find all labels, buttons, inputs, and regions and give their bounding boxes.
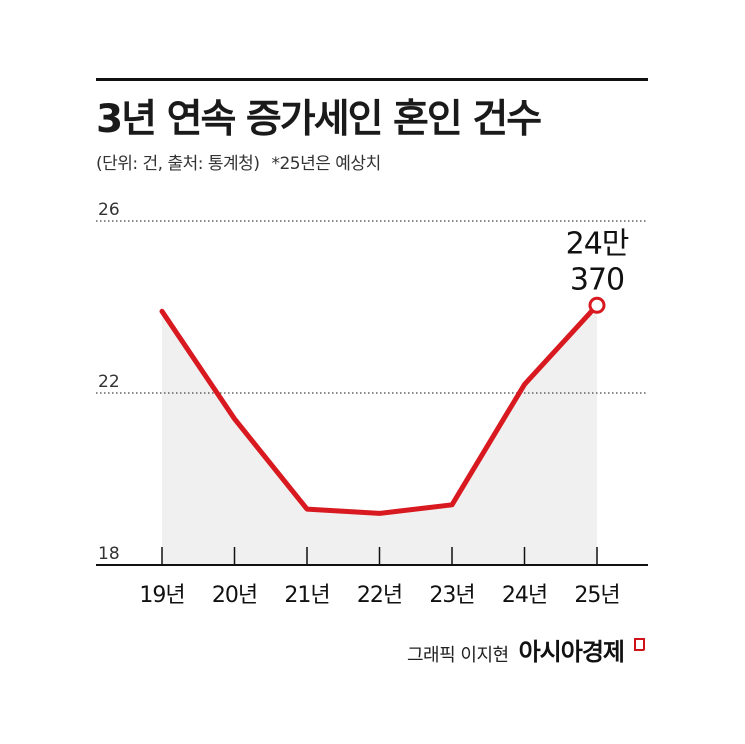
x-tick-label: 20년: [212, 583, 257, 608]
credit: 그래픽 이지현 아시아경제: [407, 632, 645, 667]
area-fill: [162, 305, 597, 565]
annotation-line-2: 370: [570, 262, 624, 297]
y-tick-labels: 18 22 26: [98, 200, 120, 564]
graphic-credit: 그래픽 이지현: [407, 645, 509, 666]
grid-lines: [96, 220, 648, 394]
y-tick-label: 22: [98, 372, 120, 392]
x-tick-label: 25년: [574, 583, 619, 608]
series-line: [159, 302, 600, 516]
x-tick-label: 19년: [139, 583, 184, 608]
x-tick-label: 22년: [357, 583, 402, 608]
brand-logo: 아시아경제: [518, 638, 625, 666]
end-point-marker: [588, 296, 606, 314]
y-tick-label: 26: [98, 200, 120, 220]
unit-source-label: (단위: 건, 출처: 통계청): [96, 154, 260, 174]
annotation-line-1: 24만: [566, 226, 629, 261]
top-rule: [96, 78, 648, 81]
x-tick-label: 21년: [284, 583, 329, 608]
estimate-note: *25년은 예상치: [271, 154, 381, 174]
brand-mark-icon: [634, 638, 645, 651]
x-tick-label: 24년: [502, 583, 547, 608]
x-tick-label: 23년: [429, 583, 474, 608]
x-tick-labels: 19년 20년 21년 22년 23년 24년 25년: [139, 583, 620, 608]
x-ticks: [161, 547, 598, 565]
chart-subtitle: (단위: 건, 출처: 통계청) *25년은 예상치: [96, 149, 381, 174]
chart-title: 3년 연속 증가세인 혼인 건수: [96, 97, 542, 142]
y-tick-label: 18: [98, 544, 120, 564]
